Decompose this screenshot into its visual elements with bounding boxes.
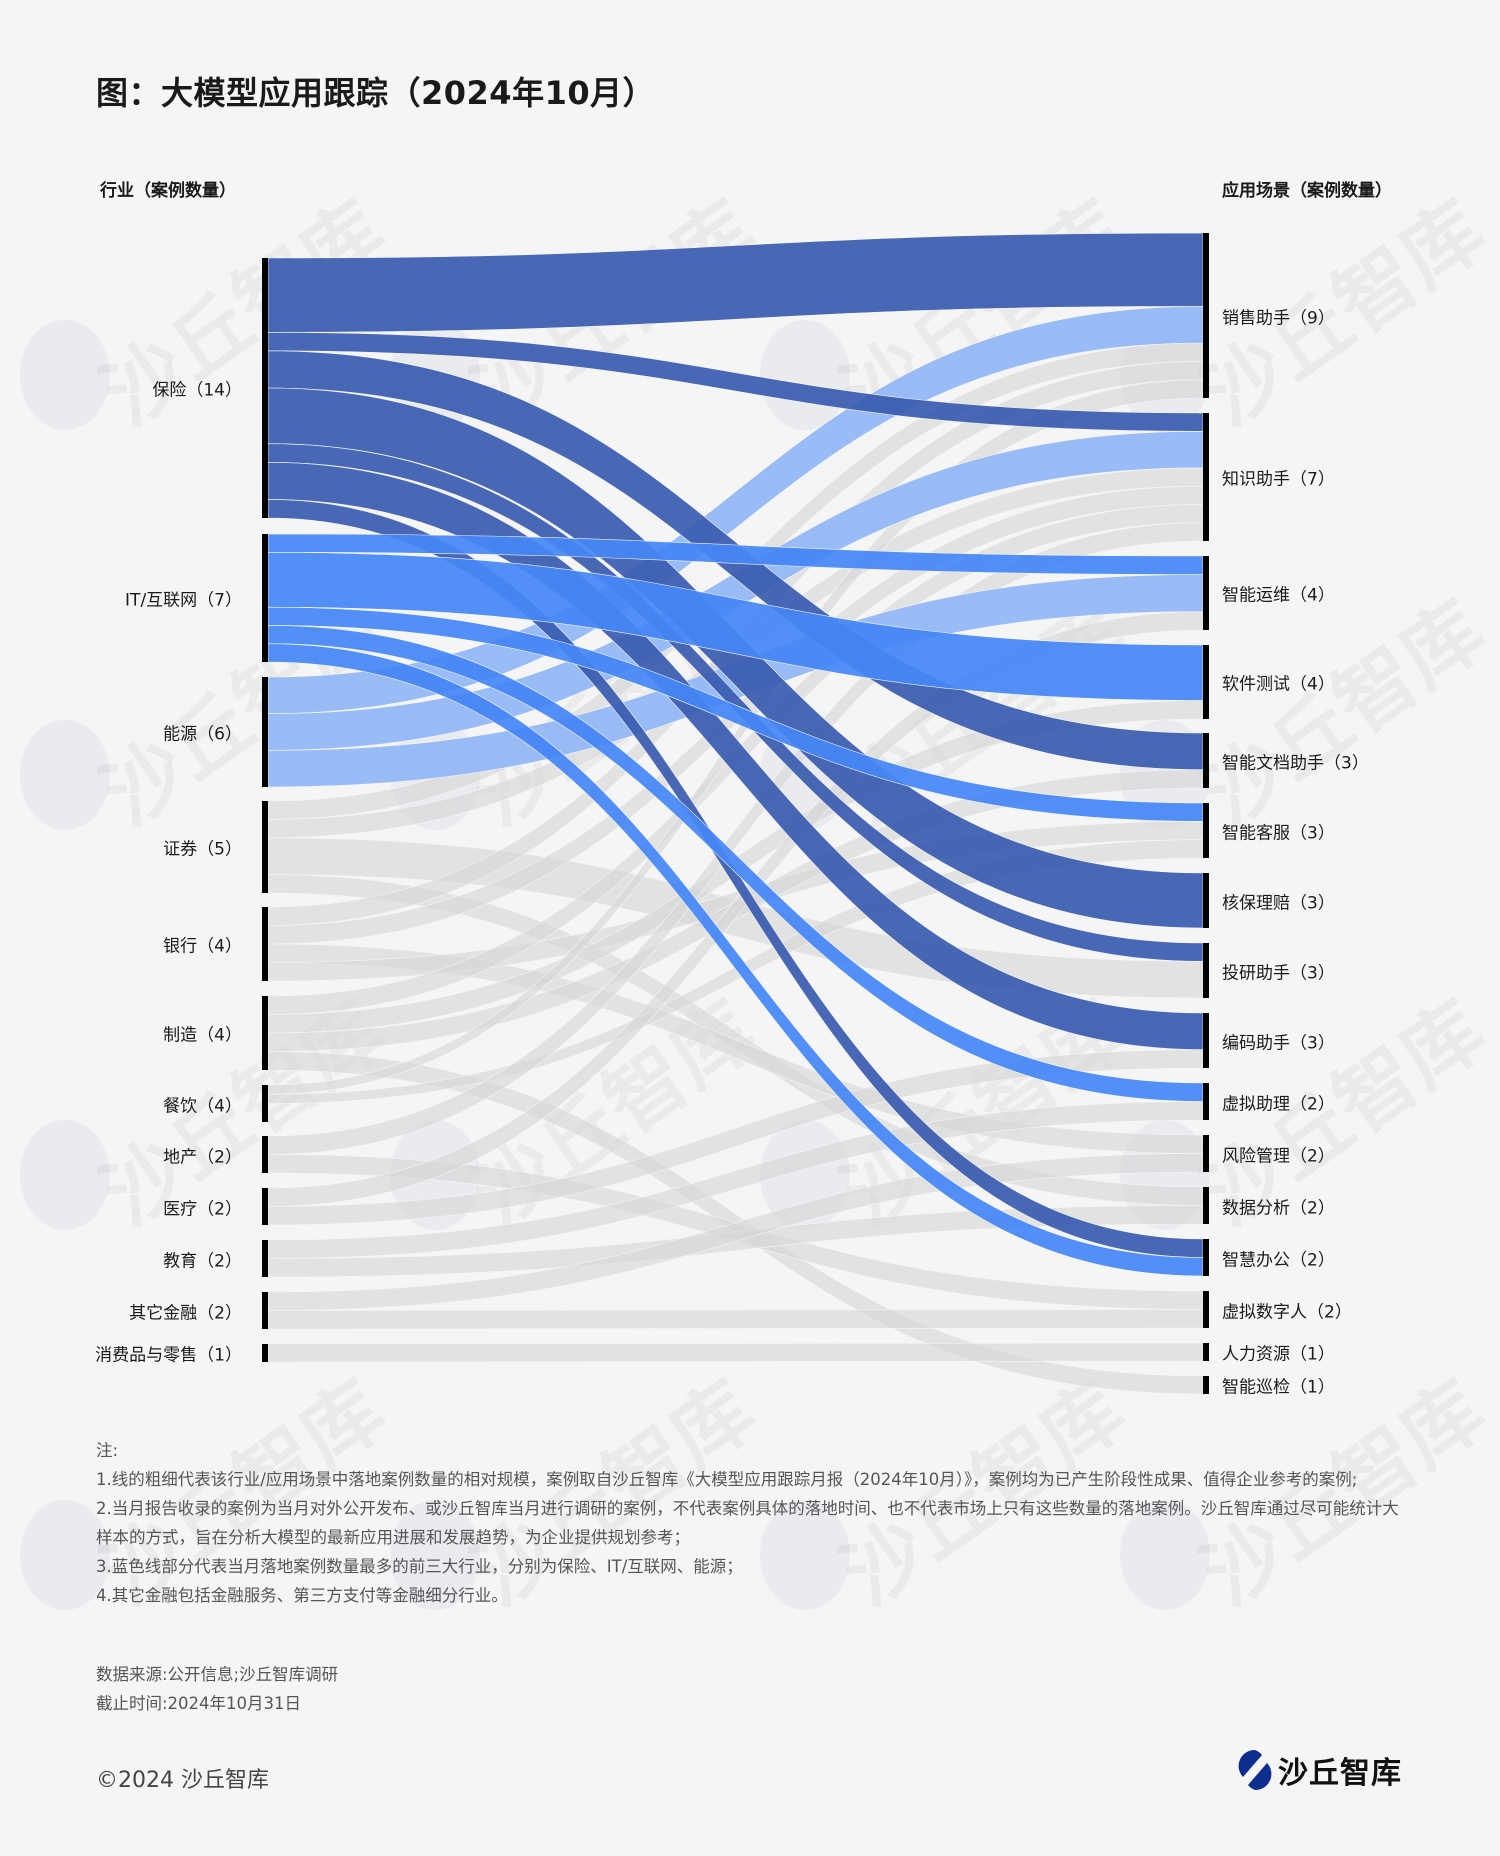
cutoff-date: 截止时间:2024年10月31日 — [96, 1694, 302, 1713]
source-section: 数据来源:公开信息;沙丘智库调研 截止时间:2024年10月31日 — [96, 1660, 338, 1718]
scenario-label: 编码助手（3） — [1222, 1033, 1335, 1053]
scenario-label: 人力资源（1） — [1222, 1344, 1335, 1365]
scenario-node-bar — [1203, 943, 1209, 998]
sankey-link — [267, 232, 1204, 333]
left-axis-header: 行业（案例数量） — [100, 181, 236, 201]
industry-node-bar — [262, 1136, 268, 1173]
sankey-links — [267, 232, 1204, 1395]
industry-label: 医疗（2） — [163, 1199, 242, 1219]
notes-section: 注: 1.线的粗细代表该行业/应用场景中落地案例数量的相对规模，案例取自沙丘智库… — [96, 1436, 1406, 1610]
scenario-node-bar — [1203, 645, 1209, 719]
scenario-label: 核保理赔（3） — [1222, 893, 1335, 913]
industry-label: 地产（2） — [163, 1147, 242, 1167]
scenario-node-bar — [1203, 803, 1209, 858]
sankey-link — [267, 1342, 1204, 1363]
scenario-label: 智能巡检（1） — [1222, 1377, 1335, 1398]
sankey-chart — [262, 232, 1209, 1395]
scenario-label: 数据分析（2） — [1222, 1198, 1335, 1218]
industry-node-bar — [262, 1292, 268, 1329]
right-axis-header: 应用场景（案例数量） — [1222, 181, 1392, 201]
scenario-node-bar — [1203, 1376, 1209, 1394]
industry-node-bar — [262, 1188, 268, 1225]
copyright: ©2024 沙丘智库 — [96, 1768, 269, 1793]
scenario-label: 智慧办公（2） — [1222, 1250, 1335, 1270]
industry-label: 能源（6） — [163, 724, 242, 745]
industry-label: 教育（2） — [163, 1251, 242, 1271]
industry-label: 保险（14） — [152, 380, 242, 401]
scenario-label: 智能文档助手（3） — [1222, 753, 1369, 773]
industry-node-bar — [262, 1085, 268, 1122]
data-source: 数据来源:公开信息;沙丘智库调研 — [96, 1665, 339, 1684]
industry-node-bar — [262, 677, 268, 787]
scenario-node-bar — [1203, 1135, 1209, 1172]
industry-label: 证券（5） — [163, 839, 242, 860]
scenario-label: 智能客服（3） — [1222, 823, 1335, 843]
industry-label: 餐饮（4） — [163, 1096, 242, 1116]
scenario-label: 虚拟助理（2） — [1222, 1094, 1335, 1114]
industry-label: 制造（4） — [163, 1025, 242, 1046]
scenario-node-bar — [1203, 1083, 1209, 1120]
scenario-node-bar — [1203, 1291, 1209, 1328]
scenario-node-bar — [1203, 233, 1209, 398]
scenario-label: 风险管理（2） — [1222, 1146, 1335, 1166]
notes-heading: 注: — [96, 1441, 119, 1460]
industry-node-bar — [262, 801, 268, 893]
scenario-label: 投研助手（3） — [1222, 963, 1335, 983]
scenario-node-bar — [1203, 413, 1209, 541]
industry-label: 银行（4） — [163, 936, 242, 957]
brand-name: 沙丘智库 — [1278, 1756, 1402, 1791]
industry-node-bar — [262, 996, 268, 1070]
scenario-node-bar — [1203, 1013, 1209, 1068]
industry-node-bar — [262, 1240, 268, 1277]
note-item: 2.当月报告收录的案例为当月对外公开发布、或沙丘智库当月进行调研的案例，不代表案… — [96, 1499, 1399, 1547]
page-title: 图：大模型应用跟踪（2024年10月） — [96, 74, 656, 112]
brand-logo: 沙丘智库 — [1238, 1748, 1402, 1792]
industry-label: 其它金融（2） — [129, 1303, 242, 1323]
industry-label: 消费品与零售（1） — [95, 1345, 242, 1366]
note-item: 3.蓝色线部分代表当月落地案例数量最多的前三大行业，分别为保险、IT/互联网、能… — [96, 1557, 743, 1576]
sankey-nodes — [262, 233, 1209, 1394]
industry-node-bar — [262, 1344, 268, 1362]
note-item: 1.线的粗细代表该行业/应用场景中落地案例数量的相对规模，案例取自沙丘智库《大模… — [96, 1470, 1358, 1489]
scenario-node-bar — [1203, 1343, 1209, 1361]
industry-node-bar — [262, 258, 268, 518]
scenario-node-bar — [1203, 873, 1209, 928]
scenario-label: 知识助手（7） — [1222, 469, 1335, 490]
scenario-node-bar — [1203, 1239, 1209, 1276]
scenario-node-bar — [1203, 556, 1209, 630]
scenario-node-bar — [1203, 733, 1209, 788]
scenario-label: 智能运维（4） — [1222, 585, 1335, 606]
scenario-label: 销售助手（9） — [1222, 308, 1335, 328]
brand-s-icon — [1238, 1749, 1272, 1791]
note-item: 4.其它金融包括金融服务、第三方支付等金融细分行业。 — [96, 1586, 508, 1605]
scenario-node-bar — [1203, 1187, 1209, 1224]
industry-node-bar — [262, 907, 268, 981]
industry-label: IT/互联网（7） — [125, 590, 242, 611]
scenario-label: 虚拟数字人（2） — [1222, 1302, 1352, 1322]
industry-node-bar — [262, 534, 268, 662]
sankey-link — [267, 1309, 1204, 1330]
scenario-label: 软件测试（4） — [1222, 674, 1335, 695]
